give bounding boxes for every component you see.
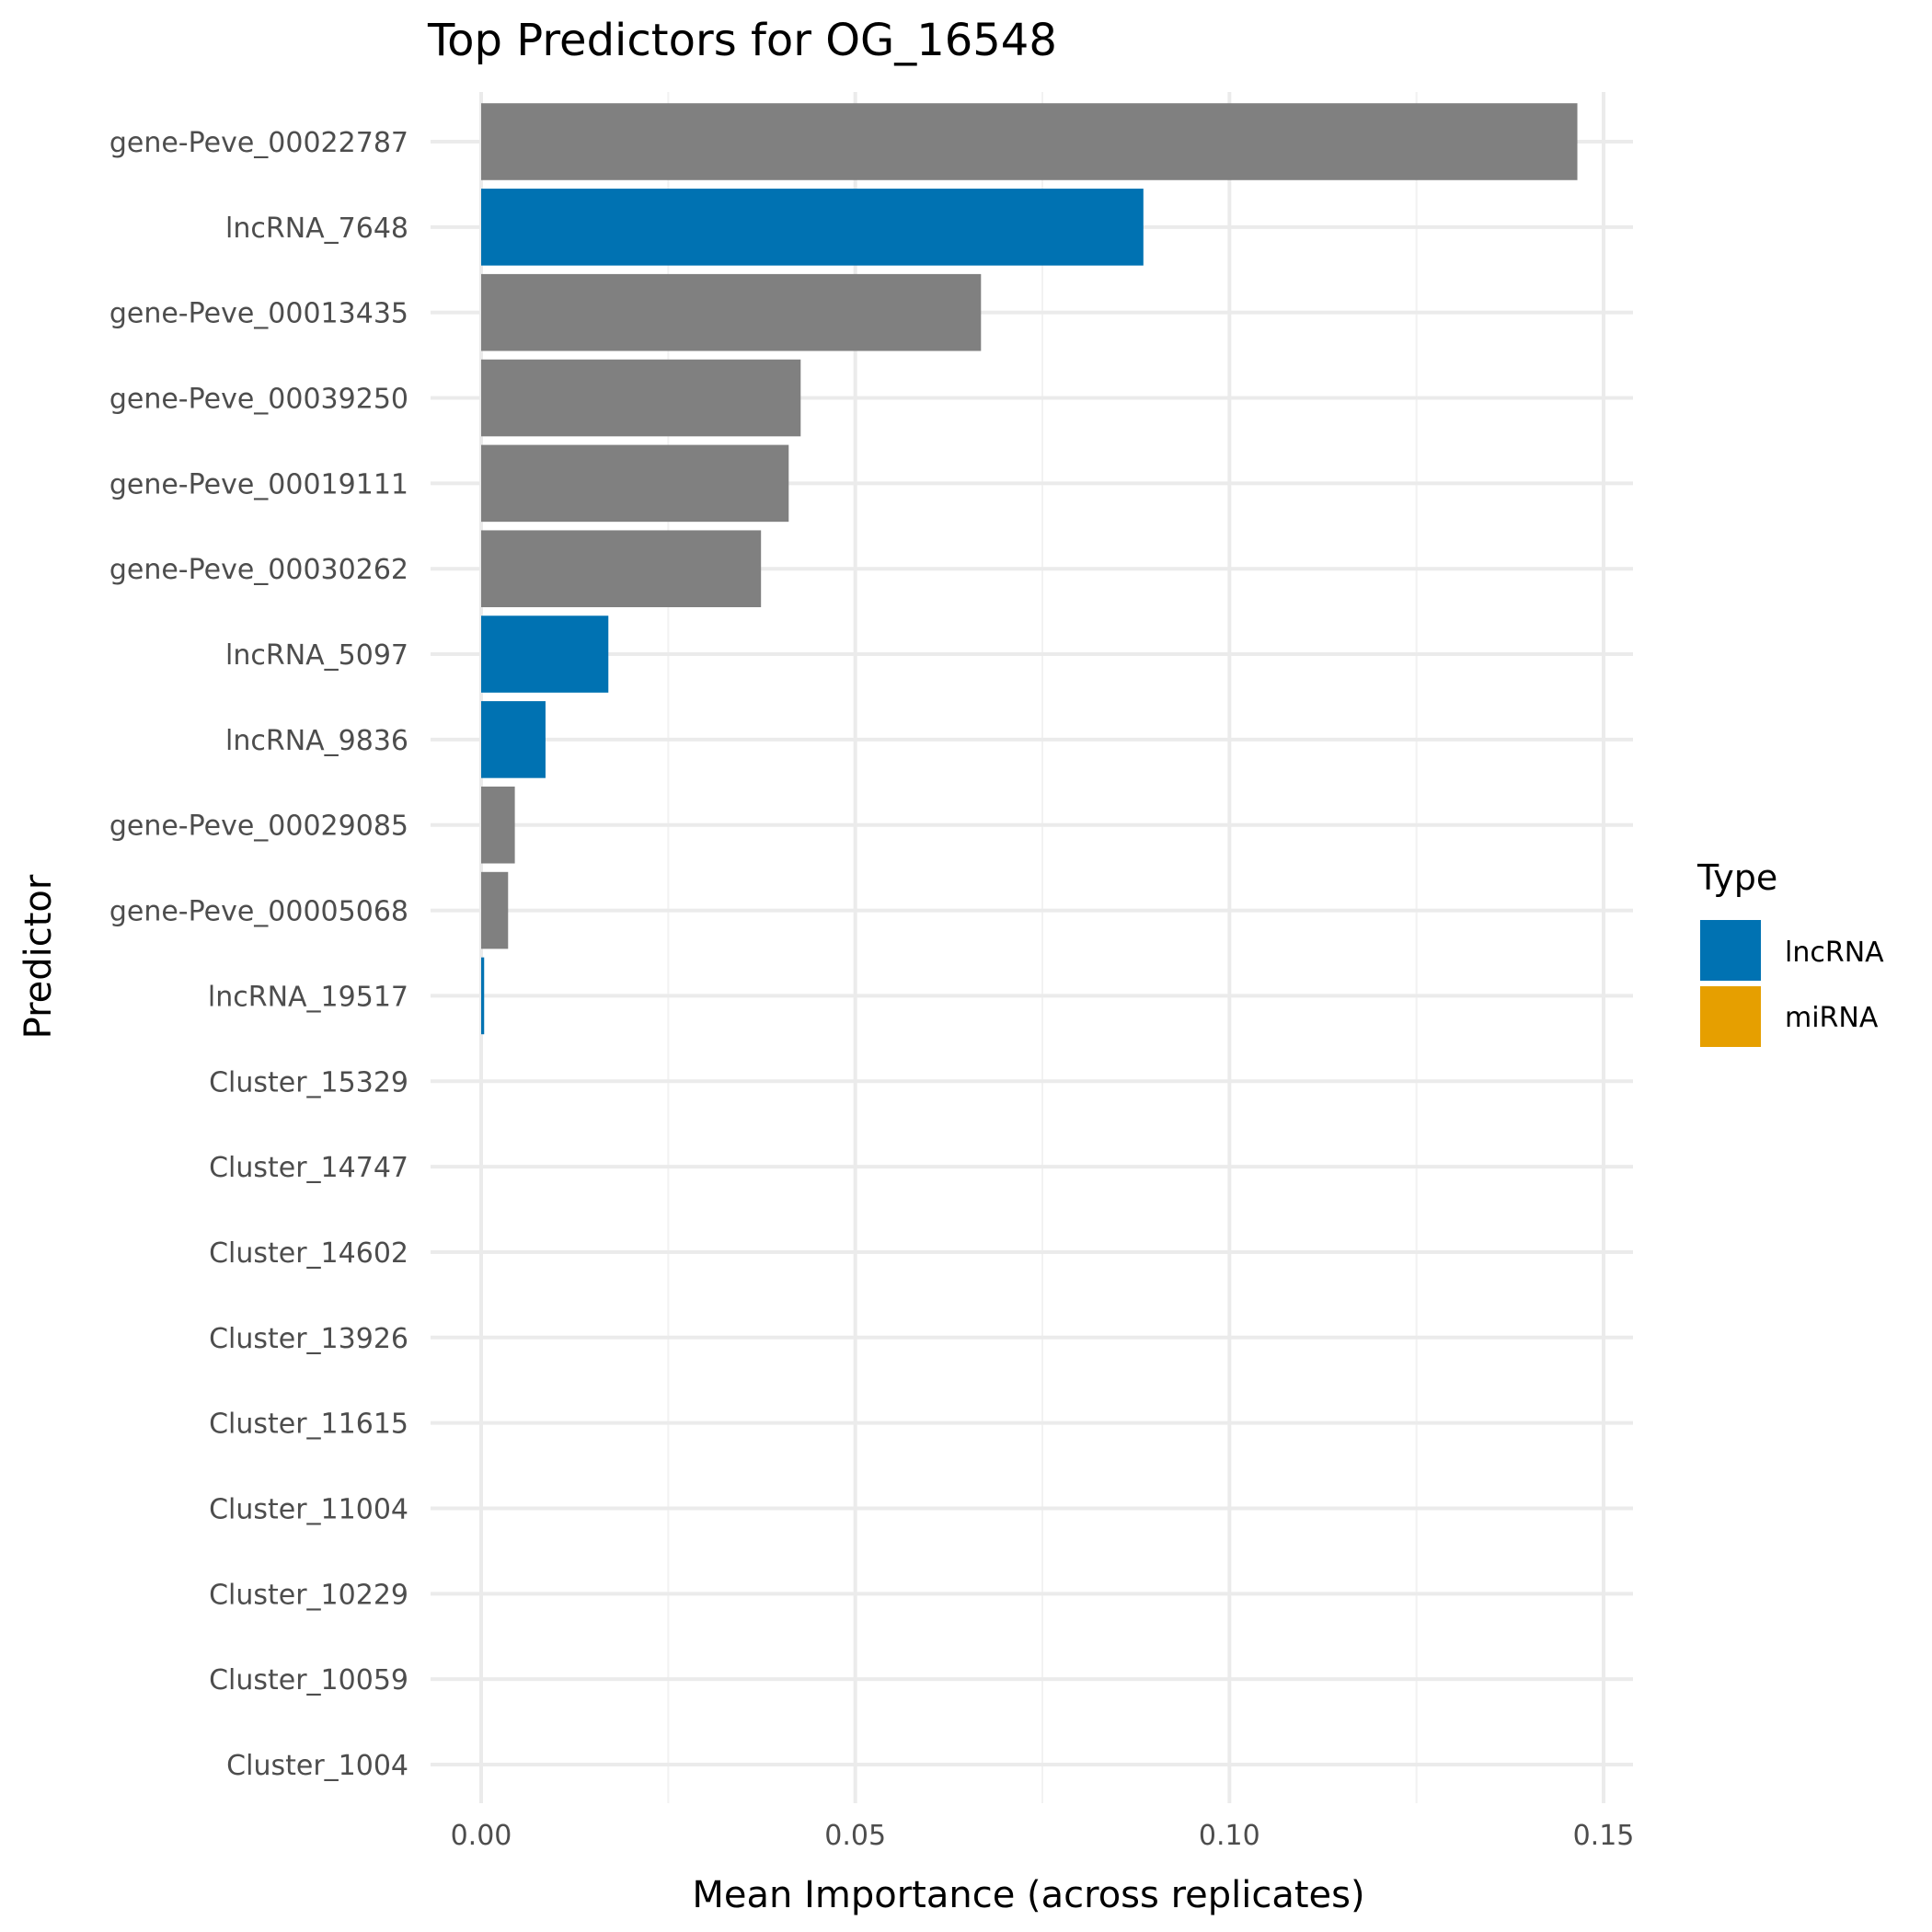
y-tick-labels: gene-Peve_00022787 lncRNA_7648 gene-Peve_0… xyxy=(109,127,408,1782)
y-tick-label: gene-Peve_00022787 xyxy=(109,127,408,159)
bar-lncrna-9836 xyxy=(481,701,546,778)
y-tick-label: Cluster_14747 xyxy=(209,1152,408,1184)
x-axis-title: Mean Importance (across replicates) xyxy=(692,1874,1364,1916)
bar-gene-peve-00013435 xyxy=(481,273,982,351)
bar-lncrna-5097 xyxy=(481,615,609,693)
y-tick-label: gene-Peve_00030262 xyxy=(109,554,408,586)
y-tick-label: Cluster_15329 xyxy=(209,1066,408,1098)
chart-title: Top Predictors for OG_16548 xyxy=(427,15,1057,66)
y-tick-label: Cluster_11615 xyxy=(209,1409,408,1441)
y-tick-label: lncRNA_9836 xyxy=(225,725,408,757)
y-tick-label: lncRNA_19517 xyxy=(208,981,408,1013)
y-tick-label: Cluster_14602 xyxy=(209,1237,408,1270)
legend-swatch-mirna xyxy=(1700,986,1761,1047)
y-tick-label: Cluster_11004 xyxy=(209,1493,408,1525)
x-tick-labels: 0.00 0.05 0.10 0.15 xyxy=(451,1820,1635,1852)
legend: Type lncRNA miRNA xyxy=(1696,857,1884,1047)
bar-gene-peve-00019111 xyxy=(481,444,789,523)
y-tick-label: Cluster_13926 xyxy=(209,1323,408,1355)
x-tick-label: 0.15 xyxy=(1573,1820,1635,1852)
bar-gene-peve-00005068 xyxy=(481,871,509,949)
bar-gene-peve-00039250 xyxy=(481,359,801,437)
y-tick-label: gene-Peve_00013435 xyxy=(109,298,408,330)
y-tick-label: gene-Peve_00039250 xyxy=(109,384,408,416)
bar-gene-peve-00029085 xyxy=(481,786,515,864)
y-tick-label: gene-Peve_00005068 xyxy=(109,896,408,928)
bar-lncrna-19517 xyxy=(481,957,485,1035)
y-tick-label: lncRNA_5097 xyxy=(225,639,408,672)
bars xyxy=(481,103,1578,1035)
y-tick-label: lncRNA_7648 xyxy=(225,213,408,245)
legend-label-lncrna: lncRNA xyxy=(1785,937,1884,969)
bar-lncrna-7648 xyxy=(481,189,1144,266)
y-tick-label: Cluster_10059 xyxy=(209,1664,408,1696)
y-tick-label: Cluster_10229 xyxy=(209,1579,408,1611)
bar-gene-peve-00022787 xyxy=(481,103,1578,180)
x-tick-label: 0.05 xyxy=(824,1820,886,1852)
y-axis-title: Predictor xyxy=(17,874,60,1039)
y-tick-label: Cluster_1004 xyxy=(226,1750,408,1782)
x-tick-label: 0.10 xyxy=(1199,1820,1260,1852)
y-tick-label: gene-Peve_00019111 xyxy=(109,468,408,500)
y-tick-label: gene-Peve_00029085 xyxy=(109,811,408,843)
bar-gene-peve-00030262 xyxy=(481,530,762,607)
legend-title: Type xyxy=(1696,857,1777,898)
legend-swatch-lncrna xyxy=(1700,920,1761,981)
x-tick-label: 0.00 xyxy=(451,1820,512,1852)
legend-label-mirna: miRNA xyxy=(1785,1002,1879,1034)
